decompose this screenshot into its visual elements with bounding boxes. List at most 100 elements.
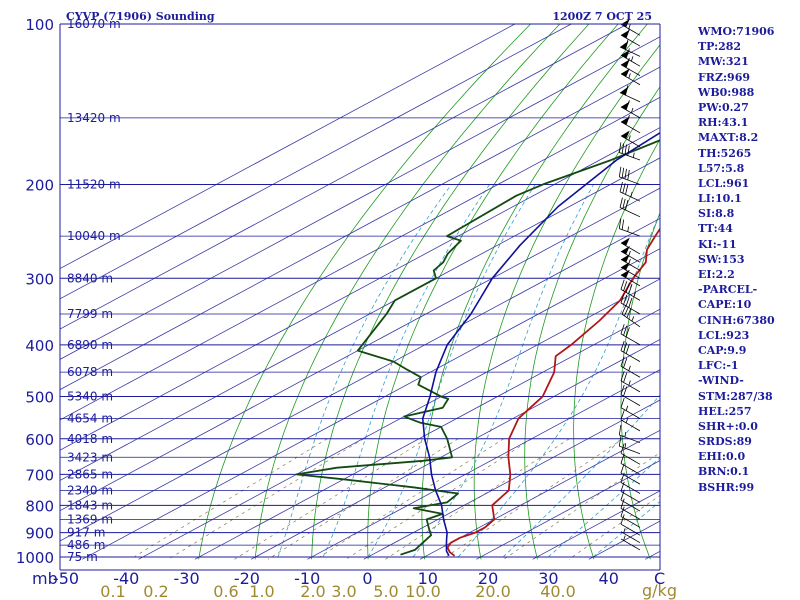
wind-barb-half-feather: [628, 380, 631, 386]
wind-barb: [620, 48, 641, 67]
wind-barb-staff: [620, 34, 641, 47]
mixing-ratio-line: [267, 438, 459, 560]
wind-barb-half-feather: [623, 528, 626, 534]
wind-barb: [620, 279, 641, 301]
wind-barb-feather: [620, 472, 625, 483]
wind-barb: [618, 142, 641, 161]
wind-barb-feather: [623, 281, 628, 291]
wind-barb: [620, 410, 641, 432]
wind-barb-feather: [624, 144, 627, 155]
wind-barb: [620, 115, 641, 134]
wind-barb-staff: [620, 73, 641, 86]
isotherm-line: [60, 24, 628, 330]
height-label: 4018 m: [67, 432, 113, 446]
wind-barb-feather: [625, 296, 630, 307]
wind-barb-feather: [620, 514, 625, 525]
wind-barb-pennant: [620, 86, 629, 96]
wind-barb-feather: [620, 463, 625, 474]
mixing-ratio-tick-label: 1.0: [249, 582, 274, 600]
wind-barb-staff: [620, 23, 641, 36]
sounding-index-item: PW:0.27: [698, 100, 749, 114]
wind-barb: [620, 371, 641, 393]
dry-adiabat-line: [254, 24, 561, 560]
wind-barb-staff: [620, 531, 641, 544]
wind-barb-feather: [618, 142, 622, 153]
wind-barb-pennant: [620, 237, 630, 246]
wind-barb-half-feather: [628, 135, 631, 141]
height-label: 486 m: [67, 538, 105, 552]
mixing-ratio-tick-label: 5.0: [373, 582, 398, 600]
wind-barb-feather: [623, 372, 628, 383]
wind-barb-feather: [618, 424, 622, 436]
wind-barb-feather: [620, 490, 625, 501]
sounding-index-item: TT:44: [698, 222, 733, 236]
pressure-tick-label: 100: [25, 16, 54, 34]
wind-barb-half-feather: [630, 56, 634, 62]
height-label: 75 m: [67, 550, 98, 564]
temperature-tick-label: -40: [113, 569, 139, 588]
wind-barb-feather: [620, 279, 625, 290]
wind-barb-staff: [620, 289, 641, 301]
moist-adiabat-line: [547, 457, 660, 558]
wind-barb-half-feather: [631, 316, 635, 322]
mixing-ratio-tick-label: 0.2: [143, 582, 168, 600]
isotherm-line: [60, 187, 660, 512]
wind-barb-pennant: [620, 262, 630, 271]
wind-barb-feather: [620, 506, 625, 517]
wind-barb: [620, 453, 641, 475]
wind-barb-feather: [623, 325, 628, 336]
wind-barb-staff: [620, 482, 641, 494]
wind-barb-feather: [625, 115, 630, 125]
wind-barb-staff: [620, 106, 641, 119]
isotherm-line: [60, 24, 572, 300]
mixing-ratio-tick-label: 10.0: [405, 582, 441, 600]
wind-barb-staff: [620, 407, 641, 419]
isotherm-line: [60, 24, 516, 270]
wind-barb-feather: [625, 343, 630, 354]
mixing-ratio-tick-label: 2.0: [300, 582, 325, 600]
wind-barb: [619, 39, 641, 57]
height-label: 917 m: [67, 526, 105, 540]
wind-barb: [618, 424, 641, 443]
wind-barb: [620, 340, 641, 362]
sounding-index-item: STM:287/38: [698, 389, 773, 403]
wind-barb-feather: [627, 145, 630, 156]
moist-adiabat-line: [322, 184, 490, 558]
wind-barb-feather: [621, 304, 627, 315]
wind-barb-feather: [628, 297, 633, 308]
mixing-ratio-tick-label: 3.0: [331, 582, 356, 600]
sounding-index-item: HEL:257: [698, 404, 752, 418]
wind-barb-staff: [620, 394, 641, 406]
wind-barb-feather: [625, 184, 629, 195]
wind-barb-staff: [620, 365, 641, 378]
wind-barb-staff: [620, 499, 641, 512]
dry-adiabat-line: [421, 24, 648, 560]
wind-barb-staff: [621, 313, 641, 328]
pressure-tick-label: 700: [25, 466, 54, 484]
wind-barb: [621, 304, 641, 328]
wind-scale-label: C: [654, 569, 665, 588]
isotherm-line: [138, 278, 660, 560]
wind-barb-staff: [620, 523, 641, 536]
sounding-indices-panel: WMO:71906 TP:282 MW:321 FRZ:969 WB0:988 PW:0.…: [698, 24, 798, 495]
wind-barb-feather: [620, 397, 625, 408]
wind-barb-staff: [620, 508, 641, 520]
wind-barb-column: [618, 18, 641, 551]
wind-barb-half-feather: [633, 152, 635, 158]
sounding-index-item: SHR+:0.0: [698, 419, 758, 433]
wind-barb-half-feather: [630, 107, 634, 113]
wind-barb-feather: [625, 85, 629, 96]
pressure-tick-label: 200: [25, 176, 54, 194]
height-label: 1843 m: [67, 498, 113, 512]
isotherm-line: [60, 66, 660, 391]
wind-barb-feather: [620, 453, 625, 464]
wind-barb-half-feather: [628, 365, 631, 371]
sounding-index-item: CAPE:10: [698, 298, 752, 312]
temperature-tick-label: 10: [418, 569, 438, 588]
isotherm-line: [363, 399, 660, 560]
isotherm-line: [307, 369, 660, 560]
wind-barb-feather: [627, 169, 630, 181]
wind-barb-feather: [618, 166, 622, 177]
wind-barb-staff: [619, 92, 641, 103]
